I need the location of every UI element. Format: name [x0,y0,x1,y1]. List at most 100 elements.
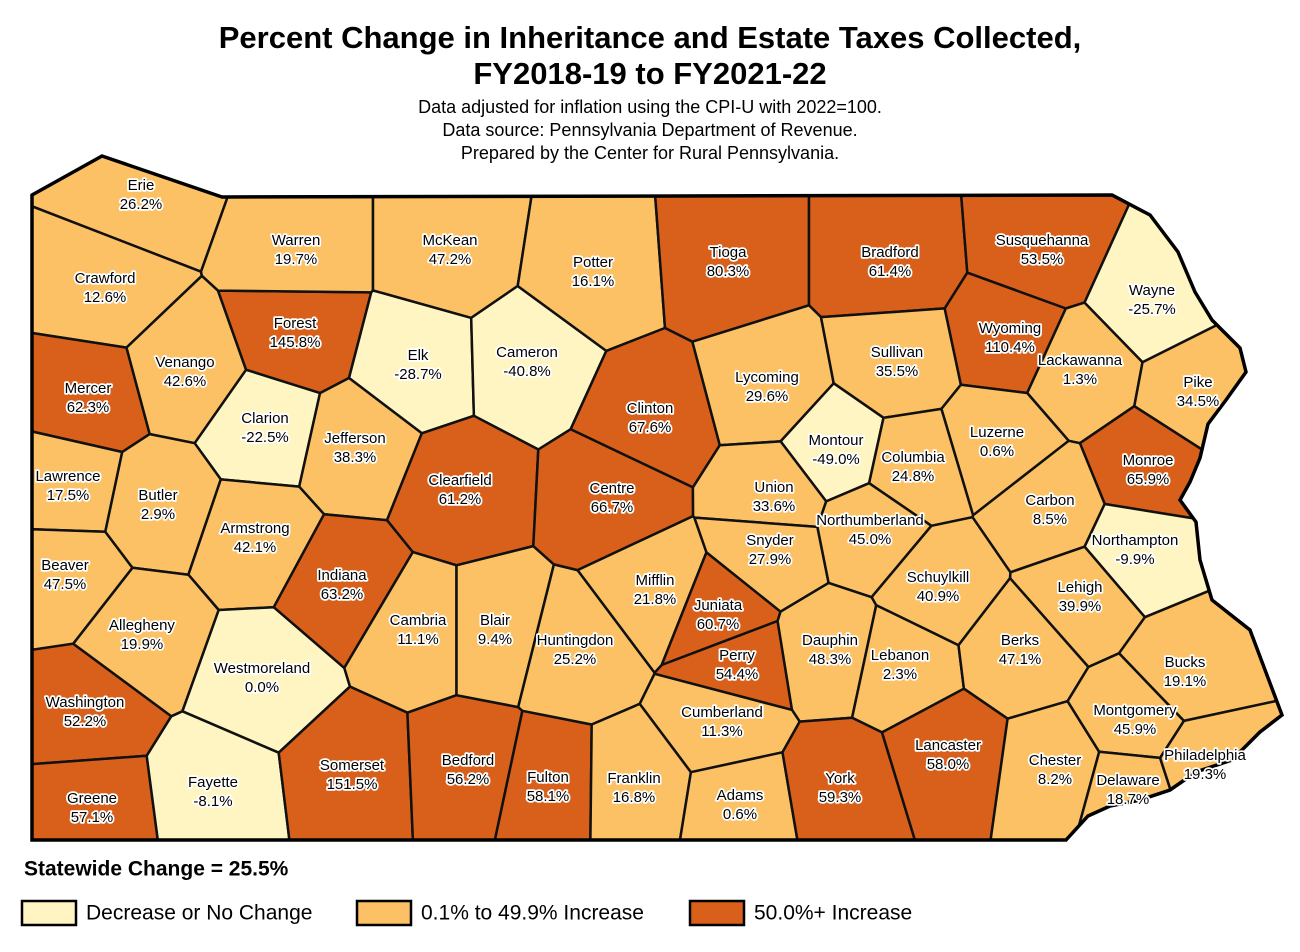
county-value: 11.1% [397,631,438,648]
county-value: -25.7% [1128,301,1176,318]
county-name: Fulton [527,769,569,786]
county-value: 8.2% [1038,771,1072,788]
county-value: 61.2% [439,491,482,508]
county-value: 47.5% [44,576,87,593]
county-value: 19.7% [275,251,318,268]
county-name: Bucks [1165,654,1206,671]
county-name: Wyoming [979,320,1041,337]
county-name: Elk [408,347,429,364]
county-value: 29.6% [746,388,789,405]
county-value: 52.2% [64,713,107,730]
county-value: 19.9% [121,636,164,653]
county-value: 45.0% [849,531,892,548]
county-name: Snyder [746,532,794,549]
county-name: Crawford [75,270,136,287]
county-value: 48.3% [809,651,852,668]
county-name: Washington [46,694,125,711]
county-name: Mercer [65,380,112,397]
county-value: 35.5% [876,363,919,380]
county-name: Beaver [41,557,89,574]
regions [30,154,1285,842]
county-value: 2.3% [883,666,917,683]
county-name: Luzerne [970,424,1024,441]
county-value: 57.1% [71,809,114,826]
county-name: Cameron [496,344,558,361]
county-name: McKean [422,232,477,249]
county-value: 17.5% [47,487,90,504]
county-value: -22.5% [241,429,289,446]
county-name: Philadelphia [1164,747,1246,764]
county-name: Erie [128,177,155,194]
legend-label: Decrease or No Change [86,902,312,925]
county-name: Mifflin [636,572,675,589]
county-name: Warren [272,232,321,249]
legend-swatch [688,899,746,927]
county-value: 27.9% [749,551,792,568]
county-name: Sullivan [871,344,924,361]
county-value: 8.5% [1033,511,1067,528]
county-name: Clearfield [428,472,491,489]
county-name: Berks [1001,632,1039,649]
county-name: Huntingdon [537,632,614,649]
county-name: Allegheny [109,617,175,634]
county-name: Forest [274,315,317,332]
county-name: Greene [67,790,117,807]
county-name: Lehigh [1057,579,1102,596]
county-name: Tioga [710,244,748,261]
county-value: -40.8% [503,363,551,380]
county-name: Northumberland [816,512,924,529]
county-name: Westmoreland [214,660,310,677]
county-value: -49.0% [812,451,860,468]
county-value: 25.2% [554,651,597,668]
county-name: Perry [719,647,755,664]
county-name: Jefferson [324,430,385,447]
county-value: 9.4% [478,631,512,648]
county-name: Adams [717,787,764,804]
subtitle-line: Data adjusted for inflation using the CP… [418,97,882,117]
county-name: Cambria [390,612,447,629]
county-name: Centre [589,480,634,497]
county-value: 56.2% [447,771,490,788]
county-name: Blair [480,612,510,629]
county-value: 59.3% [819,789,862,806]
county-value: 39.9% [1059,598,1102,615]
county-name: Susquehanna [996,232,1089,249]
county-name: Wayne [1129,282,1175,299]
county-value: 40.9% [917,588,960,605]
statewide-note: Statewide Change = 25.5% [24,858,289,881]
county-value: 80.3% [707,263,750,280]
county-value: 63.2% [321,586,364,603]
county-value: 26.2% [120,196,163,213]
county-name: Carbon [1025,492,1074,509]
county-value: 58.1% [527,788,570,805]
county-value: 45.9% [1114,721,1157,738]
county-value: 19.3% [1184,766,1227,783]
county-name: Pike [1183,374,1212,391]
county-value: 47.2% [429,251,472,268]
county-value: 33.6% [753,498,796,515]
county-name: Lebanon [871,647,929,664]
county-value: -8.1% [193,793,232,810]
county-name: York [825,770,855,787]
county-name: Franklin [607,770,660,787]
county-value: 19.1% [1164,673,1207,690]
county-name: Cumberland [681,704,763,721]
county-value: 42.6% [164,373,207,390]
county-name: Lycoming [735,369,799,386]
county-value: -28.7% [394,366,442,383]
county-value: 21.8% [634,591,677,608]
county-value: 2.9% [141,506,175,523]
county-name: Fayette [188,774,238,791]
legend-label: 50.0%+ Increase [754,902,912,925]
legend-label: 0.1% to 49.9% Increase [421,902,644,925]
county-value: 66.7% [591,499,634,516]
county-name: Armstrong [220,520,289,537]
county-name: Union [754,479,793,496]
county-name: Chester [1029,752,1082,769]
county-name: Schuylkill [907,569,970,586]
legend-swatch [20,899,78,927]
county-value: 58.0% [927,756,970,773]
county-value: 151.5% [327,776,378,793]
county-value: 0.6% [723,806,757,823]
